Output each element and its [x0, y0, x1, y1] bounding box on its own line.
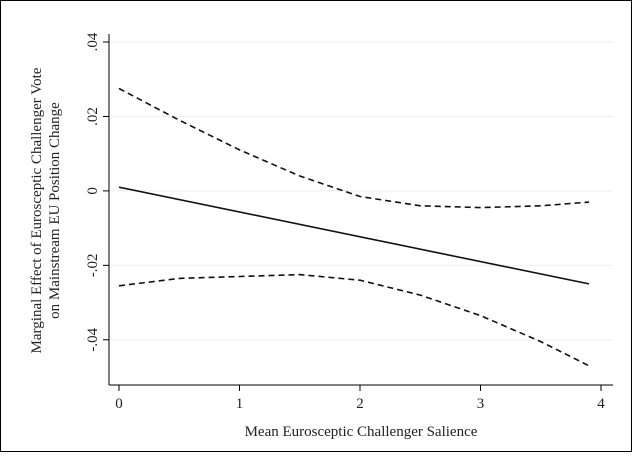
y-tick-label-0: -.04 — [85, 327, 101, 351]
x-tick-label-2: 2 — [356, 396, 364, 412]
y-axis-title-line1: Marginal Effect of Eurosceptic Challenge… — [29, 67, 45, 353]
x-tick-label-0: 0 — [115, 396, 123, 412]
series-line-lower-ci — [118, 273, 590, 367]
y-tick-label-2: 0 — [85, 187, 101, 195]
y-tick-label-4: .04 — [85, 32, 101, 51]
series-group — [118, 87, 590, 367]
series-line-estimate — [118, 186, 590, 285]
y-axis-title-line2: on Mainstream EU Position Change — [47, 102, 63, 319]
y-tick-label-3: .02 — [85, 107, 101, 126]
gridlines — [109, 41, 613, 341]
y-tick-label-1: -.02 — [85, 253, 101, 277]
x-tick-label-1: 1 — [236, 396, 244, 412]
x-axis-title: Mean Eurosceptic Challenger Salience — [245, 424, 478, 440]
x-tick-label-4: 4 — [597, 396, 605, 412]
axes: -.04 -.02 0 .02 .04 0 1 2 3 4 — [85, 32, 613, 412]
x-tick-label-3: 3 — [477, 396, 485, 412]
series-line-upper-ci — [118, 87, 590, 209]
